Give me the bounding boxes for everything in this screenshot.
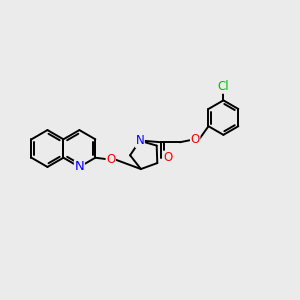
Text: O: O	[190, 134, 200, 146]
Text: O: O	[106, 153, 116, 166]
Text: N: N	[74, 160, 84, 173]
Text: N: N	[136, 134, 144, 147]
Text: O: O	[163, 151, 172, 164]
Text: Cl: Cl	[218, 80, 229, 93]
